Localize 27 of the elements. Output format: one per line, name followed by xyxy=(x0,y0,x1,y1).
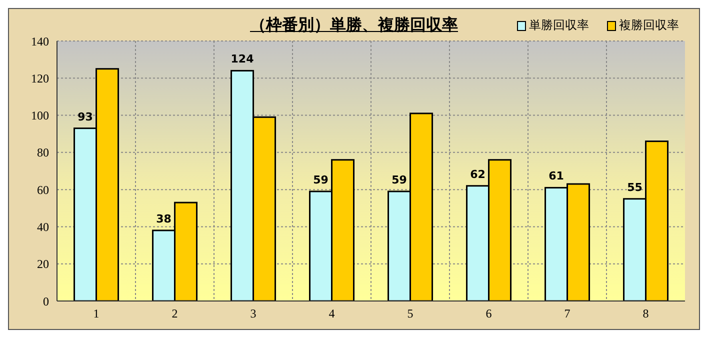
data-label: 93 xyxy=(78,110,93,124)
x-tick-label: 5 xyxy=(407,306,414,321)
data-label: 38 xyxy=(156,212,172,226)
y-tick-label: 40 xyxy=(37,220,49,234)
data-label: 55 xyxy=(627,180,642,194)
x-tick-label: 4 xyxy=(328,306,335,321)
data-label: 59 xyxy=(392,173,407,186)
x-tick-label: 1 xyxy=(93,306,100,321)
y-tick-label: 80 xyxy=(37,146,49,160)
y-tick-label: 20 xyxy=(37,257,49,272)
y-tick-label: 140 xyxy=(31,34,49,48)
x-tick-label: 8 xyxy=(642,306,649,321)
y-tick-label: 100 xyxy=(31,108,49,123)
x-tick-label: 7 xyxy=(564,306,570,321)
chart-title: （枠番別）単勝、複勝回収率 xyxy=(250,15,458,34)
legend-label: 単勝回収率 xyxy=(529,17,589,34)
legend-label: 複勝回収率 xyxy=(619,17,679,34)
data-label: 59 xyxy=(313,173,328,186)
data-label: 61 xyxy=(548,170,564,183)
data-label: 62 xyxy=(470,168,486,181)
y-tick-label: 0 xyxy=(43,294,49,308)
x-tick-label: 3 xyxy=(250,306,256,321)
y-tick-label: 120 xyxy=(31,71,49,86)
y-tick-label: 60 xyxy=(37,182,49,197)
x-tick-label: 6 xyxy=(486,306,492,321)
data-label: 124 xyxy=(230,52,254,66)
x-tick-label: 2 xyxy=(172,306,178,321)
